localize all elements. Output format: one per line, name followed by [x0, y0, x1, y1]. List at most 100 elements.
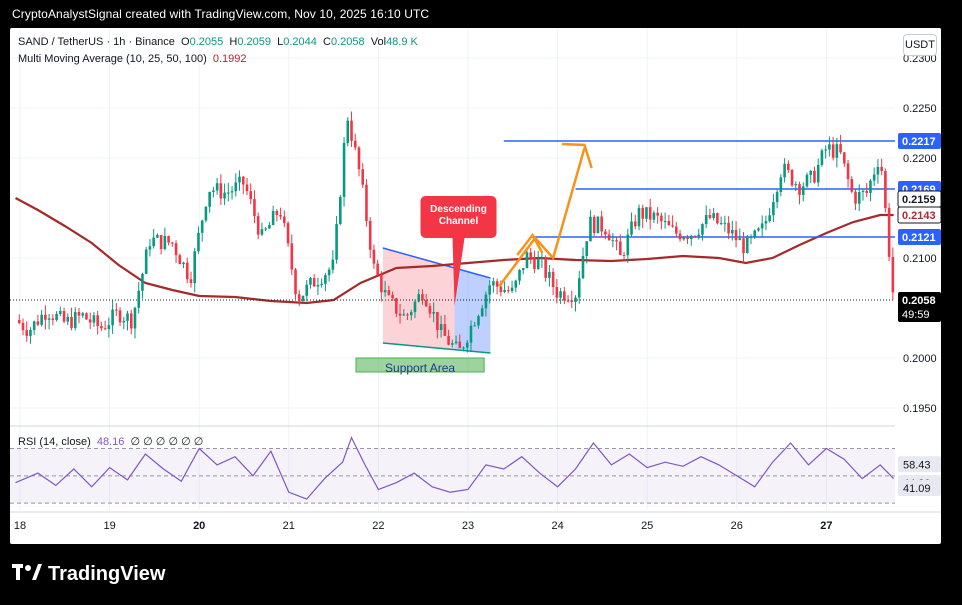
candle-up: [514, 280, 518, 288]
candle-down: [17, 320, 21, 323]
ma-value: 0.1992: [212, 53, 247, 65]
candle-down: [716, 213, 719, 224]
candle-up: [637, 207, 641, 227]
candle-down: [831, 144, 835, 158]
rsi-level-box: [898, 480, 941, 497]
candle-up: [719, 223, 723, 225]
candle-down: [495, 281, 499, 287]
candle-down: [118, 310, 122, 323]
annotation-overlays: Descending Channel: [420, 142, 593, 306]
candle-down: [600, 216, 603, 232]
candle-down: [447, 335, 450, 345]
candle-up: [876, 166, 880, 175]
candle-up: [749, 237, 753, 239]
candle-down: [103, 328, 107, 330]
price-tick-label: 0.2300: [903, 53, 937, 65]
price-label-text: 0.2121: [902, 232, 936, 244]
candle-down: [570, 300, 574, 302]
candle-down: [424, 300, 428, 307]
candle-up: [156, 235, 159, 238]
rsi-level-text: 41.09: [903, 483, 931, 495]
candle-down: [96, 315, 99, 327]
moving-average-layer: [14, 197, 894, 305]
candle-down: [671, 225, 674, 227]
candle-down: [357, 147, 361, 170]
candle-up: [238, 176, 241, 183]
candle-up: [339, 196, 342, 224]
time-tick-label: 20: [193, 520, 205, 532]
candle-up: [525, 252, 529, 269]
candle-down: [686, 237, 689, 239]
candle-up: [611, 240, 615, 242]
candle-up: [215, 183, 219, 191]
candle-down: [555, 287, 559, 298]
candle-up: [548, 271, 551, 278]
candle-up: [73, 312, 77, 328]
rsi-label[interactable]: RSI (14, close): [18, 436, 91, 448]
candle-up: [663, 220, 667, 222]
candle-up: [712, 213, 715, 218]
volume-label: Vol: [370, 36, 387, 48]
candle-down: [507, 290, 510, 292]
candle-down: [592, 216, 596, 234]
candle-up: [503, 290, 506, 293]
projection-arrow-line: [498, 147, 586, 287]
price-tick-label: 0.2000: [903, 353, 937, 365]
candle-down: [604, 231, 607, 235]
candle-up: [417, 294, 421, 302]
candle-up: [768, 215, 771, 222]
candle-up: [342, 142, 346, 197]
candle-down: [395, 298, 398, 314]
candle-up: [126, 313, 129, 321]
small-arrow-head: [516, 232, 544, 256]
candle-up: [193, 251, 197, 284]
candle-down: [245, 184, 249, 192]
candle-up: [820, 150, 824, 165]
price-label-box: [898, 229, 941, 245]
candle-down: [398, 313, 402, 316]
candle-down: [656, 212, 659, 216]
candle-down: [51, 318, 55, 320]
candle-up: [316, 284, 320, 287]
countdown-text: 49:59: [902, 309, 930, 321]
candle-up: [331, 259, 335, 270]
price-label-text: 0.2159: [902, 194, 936, 206]
candle-down: [129, 313, 133, 329]
candle-down: [891, 256, 895, 293]
candle-up: [689, 235, 693, 239]
candle-up: [66, 316, 70, 322]
price-label-text: 0.2143: [902, 210, 936, 222]
candle-down: [566, 300, 570, 302]
candle-down: [275, 210, 279, 215]
callout-pointer: [452, 238, 465, 306]
currency-button[interactable]: USDT: [903, 34, 937, 56]
candle-down: [85, 313, 88, 320]
candle-up: [324, 275, 327, 284]
candle-down: [798, 184, 801, 195]
candle-down: [436, 312, 439, 331]
symbol-name[interactable]: SAND / TetherUS · 1h · Binance: [18, 36, 175, 48]
candle-down: [727, 222, 730, 234]
candle-down: [884, 171, 887, 208]
candle-down: [77, 312, 81, 316]
candle-down: [365, 184, 368, 221]
ma-label[interactable]: Multi Moving Average (10, 25, 50, 100): [18, 53, 207, 65]
candle-up: [81, 313, 85, 316]
low-label: L: [277, 36, 284, 48]
candle-up: [383, 290, 387, 293]
price-chart[interactable]: Support Area Descending Channel 0.23000.2…: [10, 28, 941, 544]
open-value: 0.2055: [189, 36, 224, 48]
candle-down: [458, 341, 462, 349]
candle-down: [544, 258, 547, 278]
rsi-level-text: 58.43: [903, 459, 931, 471]
projection-arrow-head: [562, 142, 593, 169]
high-value: 0.2059: [237, 36, 271, 48]
candle-up: [872, 174, 876, 181]
candle-down: [283, 216, 286, 224]
callout-box: [420, 196, 497, 238]
volume-value: 48.9 K: [386, 36, 418, 48]
open-label: O: [181, 36, 190, 48]
candle-up: [652, 212, 656, 220]
candle-up: [111, 309, 114, 326]
candle-up: [626, 234, 630, 256]
